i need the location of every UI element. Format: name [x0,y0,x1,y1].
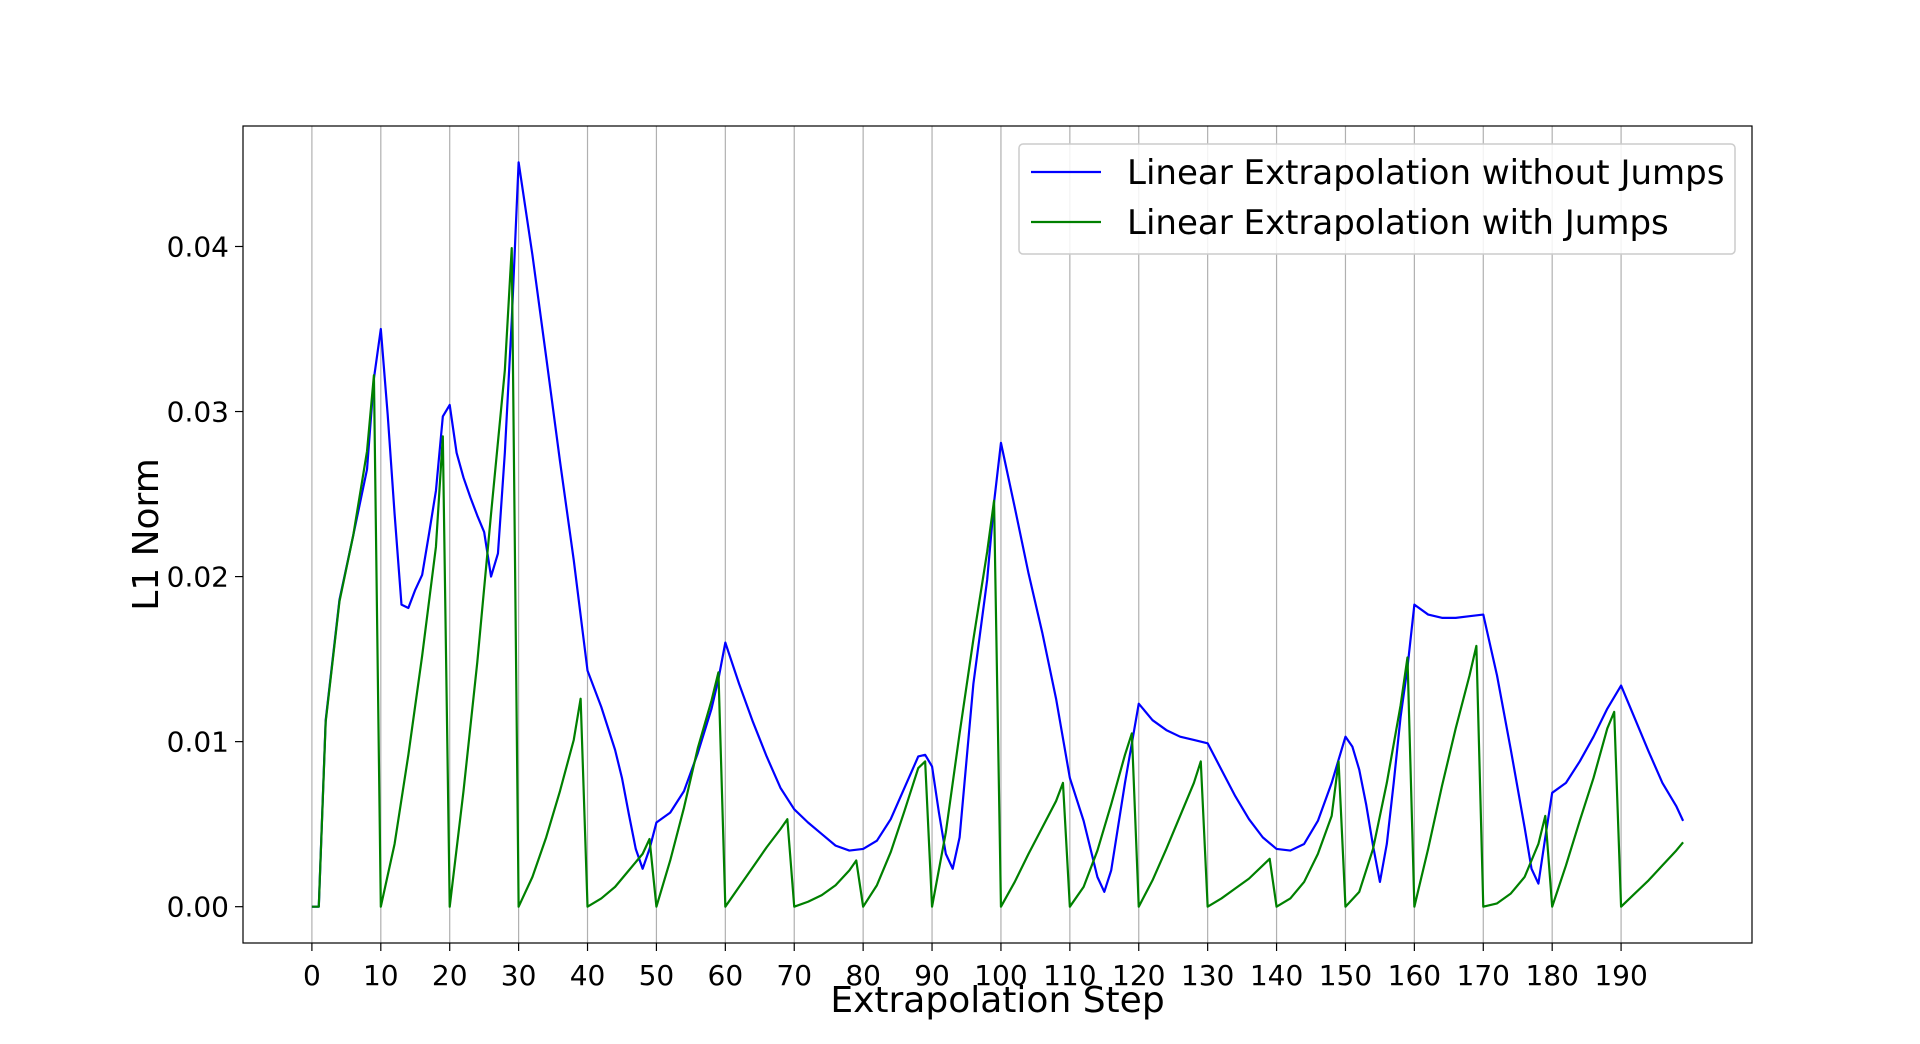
x-tick-label-180: 180 [1525,959,1578,992]
x-tick-label-20: 20 [432,959,468,992]
x-tick-label-40: 40 [570,959,606,992]
x-tick-label-0: 0 [303,959,321,992]
x-tick-label-140: 140 [1250,959,1303,992]
y-tick-label-0: 0.00 [167,891,229,924]
x-tick-label-90: 90 [914,959,950,992]
x-tick-label-100: 100 [974,959,1027,992]
x-tick-label-10: 10 [363,959,399,992]
x-tick-label-120: 120 [1112,959,1165,992]
y-tick-label-4: 0.04 [167,230,229,263]
x-tick-label-160: 160 [1388,959,1441,992]
x-tick-label-70: 70 [776,959,812,992]
series-line-0 [311,161,1685,908]
series-line-1 [311,247,1684,908]
y-tick-label-1: 0.01 [167,726,229,759]
x-tick-label-50: 50 [639,959,675,992]
x-tick-label-130: 130 [1181,959,1234,992]
y-tick-label-3: 0.03 [167,396,229,429]
x-tick-label-60: 60 [708,959,744,992]
x-tick-label-150: 150 [1319,959,1372,992]
x-tick-label-30: 30 [501,959,537,992]
plot-frame [242,125,1753,944]
x-axis-title: Extrapolation Step [830,980,1164,1021]
legend-label-with-jumps: Linear Extrapolation with Jumps [1127,203,1669,243]
series-layer [311,161,1685,908]
y-axis-title: L1 Norm [126,458,167,611]
y-tick-label-2: 0.02 [167,561,229,594]
legend-box [1018,143,1736,255]
grid-lines [311,126,1622,943]
x-axis-ticks: 0 10 20 30 40 50 60 70 80 90 100 110 120 130 140 150 160… [303,943,1648,992]
legend-label-without-jumps: Linear Extrapolation without Jumps [1127,153,1724,193]
x-tick-label-80: 80 [845,959,881,992]
x-tick-label-190: 190 [1594,959,1647,992]
x-tick-label-110: 110 [1043,959,1096,992]
y-axis-ticks: 0.00 0.01 0.02 0.03 0.04 [167,230,243,924]
x-tick-label-170: 170 [1457,959,1510,992]
legend: Linear Extrapolation without Jumps Linea… [1018,143,1736,255]
